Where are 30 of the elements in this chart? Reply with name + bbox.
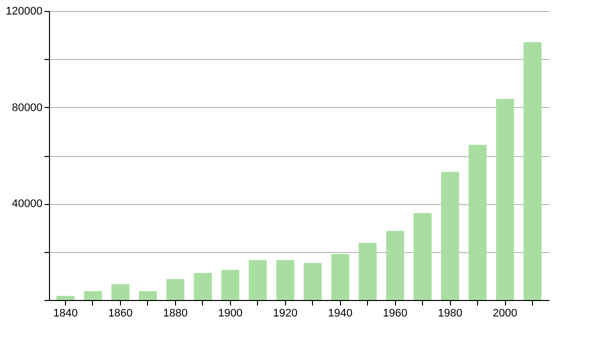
- bar: [468, 144, 487, 300]
- y-tick-label: 120000: [6, 6, 42, 18]
- bar: [221, 270, 240, 300]
- y-tick-label: 40000: [12, 198, 42, 210]
- bar: [248, 260, 267, 300]
- x-tick-label: 1840: [53, 308, 78, 320]
- y-tick-label: 80000: [12, 102, 42, 114]
- bar: [331, 254, 350, 300]
- bar: [166, 279, 184, 300]
- bar: [414, 213, 432, 300]
- bar: [386, 230, 404, 300]
- bar: [111, 284, 130, 300]
- x-tick-label: 1980: [438, 308, 462, 320]
- bar: [56, 296, 74, 300]
- x-tick-label: 2000: [492, 308, 518, 320]
- x-tick-label: 1900: [218, 308, 243, 320]
- bar: [276, 260, 294, 300]
- bar: [358, 242, 377, 300]
- bar: [304, 262, 322, 300]
- bar: [194, 273, 212, 300]
- x-tick-label: 1920: [273, 308, 298, 320]
- bar: [138, 291, 157, 300]
- bar: [496, 98, 514, 300]
- x-tick-label: 1940: [328, 308, 352, 320]
- x-tick-label: 1860: [108, 308, 133, 320]
- x-tick-label: 1960: [382, 308, 408, 320]
- bar: [84, 291, 102, 300]
- bar: [524, 42, 542, 300]
- x-tick-label: 1880: [163, 308, 188, 320]
- bar: [441, 172, 460, 300]
